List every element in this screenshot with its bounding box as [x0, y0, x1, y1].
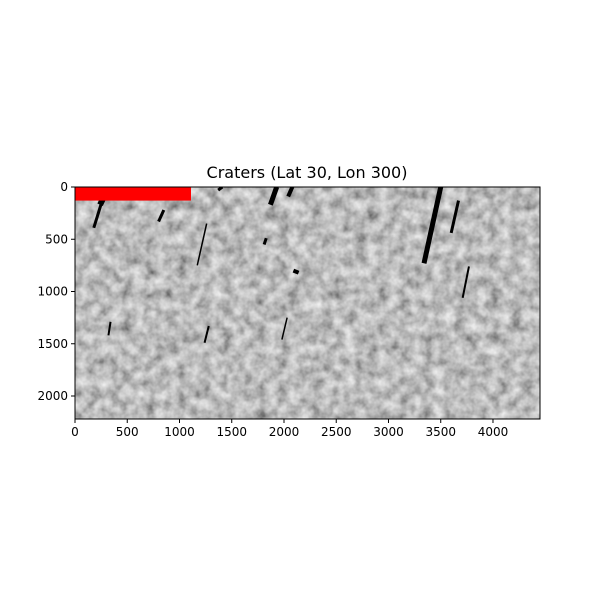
streak-11: [449, 200, 460, 234]
x-tick-label: 3500: [425, 425, 456, 439]
x-tick-label: 3000: [373, 425, 404, 439]
streak-7: [262, 237, 268, 245]
streak-9: [286, 187, 295, 198]
streak-10: [421, 187, 444, 264]
highlight-region: [75, 187, 191, 201]
streak-6: [268, 187, 280, 206]
image-texture: [75, 187, 540, 419]
x-tick-label: 500: [116, 425, 139, 439]
plot-frame: [74, 186, 541, 420]
streak-4: [203, 325, 210, 343]
y-tick-label: 1000: [37, 285, 68, 299]
x-tick-label: 1000: [164, 425, 195, 439]
streak-14: [281, 317, 288, 340]
y-tick-label: 2000: [37, 389, 68, 403]
streak-2: [157, 209, 166, 223]
y-tick-label: 1500: [37, 337, 68, 351]
streak-12: [461, 266, 470, 298]
chart-title: Craters (Lat 30, Lon 300): [207, 163, 408, 182]
x-tick-label: 1500: [216, 425, 247, 439]
streak-5: [217, 187, 224, 192]
y-axis: 0 500 1000 1500 2000: [37, 180, 75, 403]
y-tick-label: 500: [45, 232, 68, 246]
streak-8: [292, 268, 300, 275]
x-axis: 0 500 1000 1500 2000 2500 3000 3500 4000: [71, 419, 508, 439]
streak-3: [196, 223, 208, 266]
streak-13: [107, 321, 112, 336]
x-tick-label: 2000: [269, 425, 300, 439]
x-tick-label: 2500: [321, 425, 352, 439]
x-tick-label: 0: [71, 425, 79, 439]
x-tick-label: 4000: [478, 425, 509, 439]
y-tick-label: 0: [60, 180, 68, 194]
image-area: [75, 187, 540, 419]
